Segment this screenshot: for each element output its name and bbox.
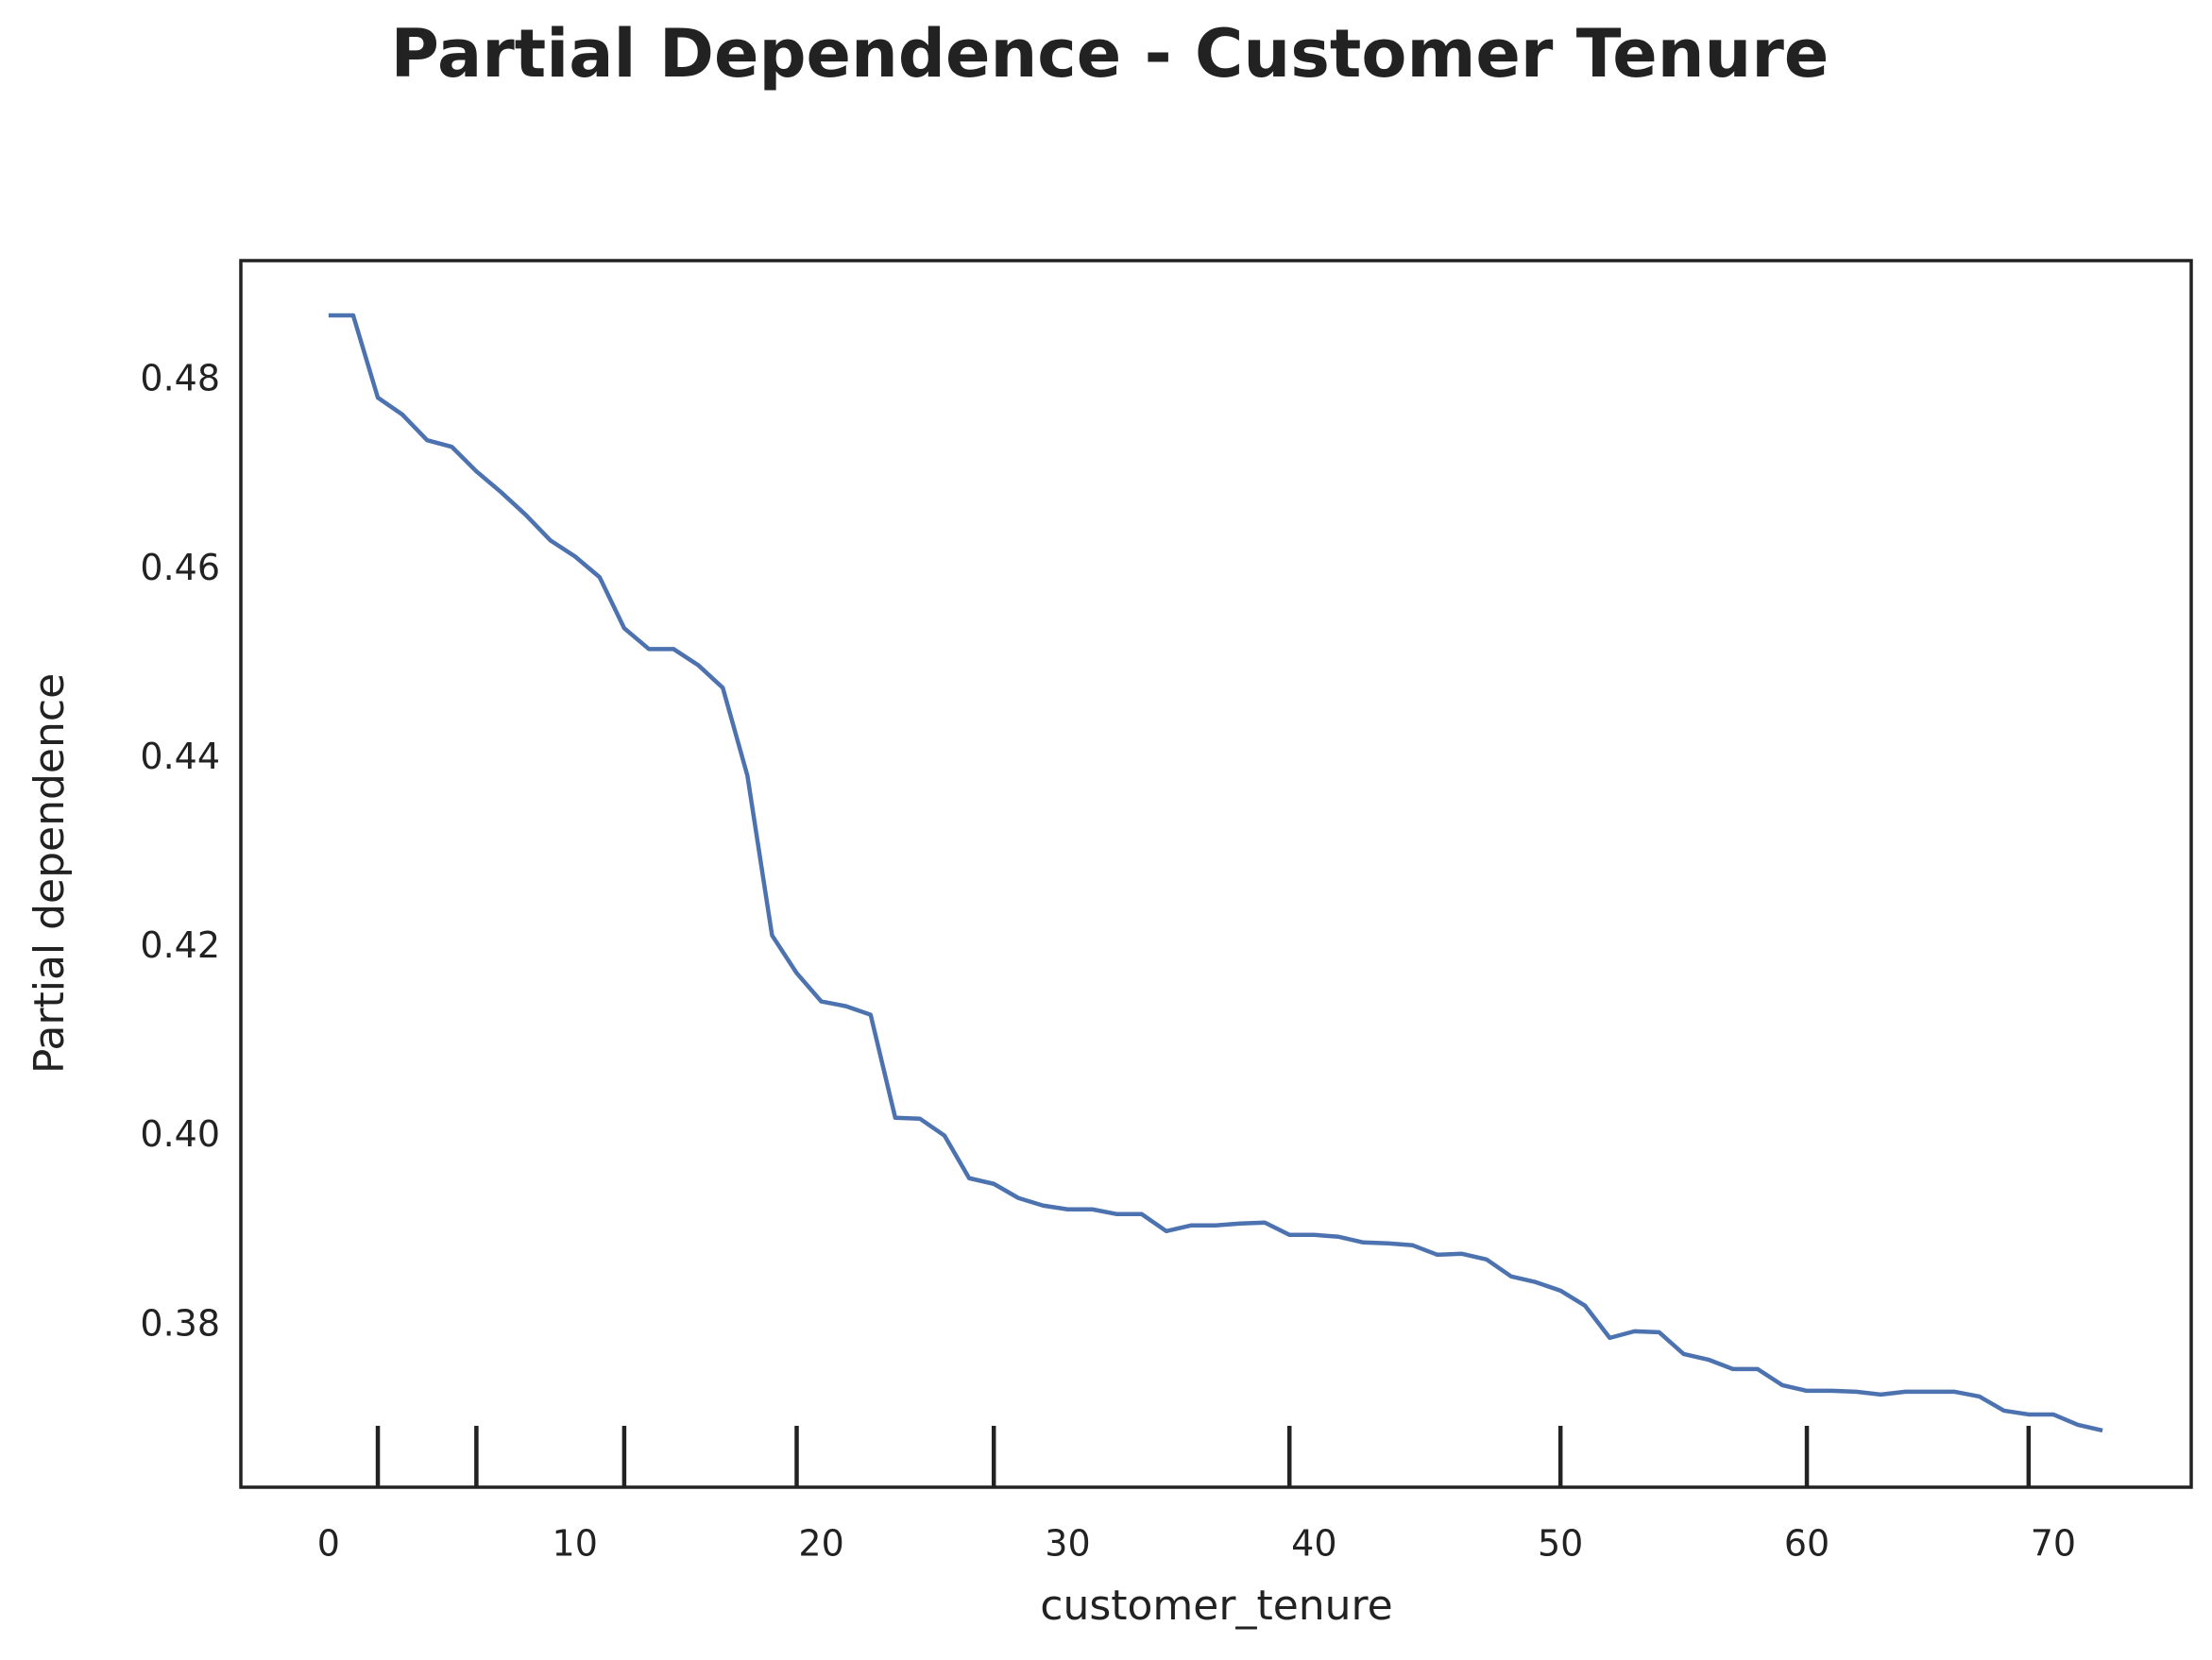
x-tick-label: 20 [798, 1523, 843, 1565]
y-tick-label: 0.48 [140, 358, 220, 399]
plot-frame [239, 259, 2193, 1489]
y-tick-label: 0.46 [140, 547, 220, 588]
data-line [328, 313, 2103, 1433]
y-tick-label: 0.42 [140, 924, 220, 966]
x-tick-label: 10 [553, 1523, 598, 1565]
x-tick-label: 40 [1291, 1523, 1336, 1565]
x-tick-label: 70 [2031, 1523, 2076, 1565]
x-tick-label: 50 [1538, 1523, 1583, 1565]
x-tick-label: 0 [317, 1523, 340, 1565]
y-tick-label: 0.44 [140, 736, 220, 777]
x-axis-label: customer_tenure [1040, 1582, 1392, 1630]
y-tick-label: 0.38 [140, 1302, 220, 1344]
x-tick-label: 60 [1784, 1523, 1829, 1565]
chart-title: Partial Dependence - Customer Tenure [391, 15, 1829, 93]
y-axis-label: Partial dependence [26, 673, 74, 1074]
y-tick-label: 0.40 [140, 1113, 220, 1155]
x-tick-label: 30 [1045, 1523, 1090, 1565]
